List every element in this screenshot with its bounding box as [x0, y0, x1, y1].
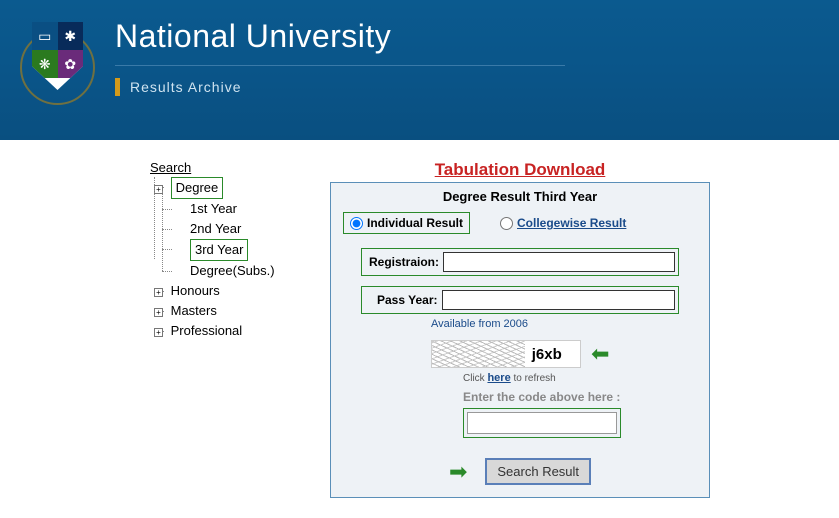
expand-icon[interactable]: + — [154, 328, 163, 337]
tabulation-download-link[interactable]: Tabulation Download — [330, 160, 710, 180]
page-subtitle: Results Archive — [130, 79, 241, 95]
tree-item-3rd-year[interactable]: 3rd Year — [172, 239, 310, 261]
logo-book-icon: ▭ — [32, 22, 58, 50]
search-result-button[interactable]: Search Result — [485, 458, 591, 485]
arrow-right-icon: ➡ — [449, 459, 467, 485]
captcha-image: j6xb — [431, 340, 581, 368]
passyear-field-row: Pass Year: — [361, 286, 679, 314]
tree-item-honours[interactable]: + Honours — [150, 281, 310, 301]
tree-item-degree-subs[interactable]: Degree(Subs.) — [172, 261, 310, 281]
subtitle-accent-bar — [115, 78, 120, 96]
radio-collegewise-input[interactable] — [500, 217, 513, 230]
arrow-left-icon: ➡ — [591, 341, 609, 367]
tree-item-degree[interactable]: + Degree — [150, 177, 310, 199]
university-logo: ▭ ✱ ❋ ✿ — [20, 10, 95, 120]
passyear-label: Pass Year: — [365, 293, 442, 307]
tree-item-masters[interactable]: + Masters — [150, 301, 310, 321]
logo-atom-icon: ✱ — [58, 22, 84, 50]
tree-item-professional[interactable]: + Professional — [150, 321, 310, 341]
tree-item-1st-year[interactable]: 1st Year — [172, 199, 310, 219]
captcha-code-wrap — [463, 408, 621, 438]
captcha-refresh-link[interactable]: here — [487, 372, 510, 384]
tree-label: Degree — [171, 177, 224, 199]
search-nav-tree: Search + Degree 1st Year 2nd Year 3rd Ye… — [150, 160, 310, 498]
radio-collegewise-result[interactable]: Collegewise Result — [500, 216, 626, 230]
passyear-input[interactable] — [442, 290, 676, 310]
page-header: ▭ ✱ ❋ ✿ National University Results Arch… — [0, 0, 839, 140]
tree-item-2nd-year[interactable]: 2nd Year — [172, 219, 310, 239]
radio-individual-result[interactable]: Individual Result — [343, 212, 470, 234]
passyear-hint: Available from 2006 — [431, 318, 697, 330]
captcha-refresh-text: Click here to refresh — [463, 372, 697, 384]
expand-icon[interactable]: + — [154, 288, 163, 297]
expand-icon[interactable]: + — [154, 308, 163, 317]
radio-individual-input[interactable] — [350, 217, 363, 230]
result-box-title: Degree Result Third Year — [343, 189, 697, 204]
registration-label: Registraion: — [365, 255, 443, 269]
nav-title: Search — [150, 160, 310, 175]
captcha-enter-label: Enter the code above here : — [463, 390, 697, 404]
registration-field-row: Registraion: — [361, 248, 679, 276]
registration-input[interactable] — [443, 252, 675, 272]
result-form-box: Degree Result Third Year Individual Resu… — [330, 182, 710, 498]
captcha-code-input[interactable] — [467, 412, 617, 434]
page-title: National University — [115, 18, 565, 66]
